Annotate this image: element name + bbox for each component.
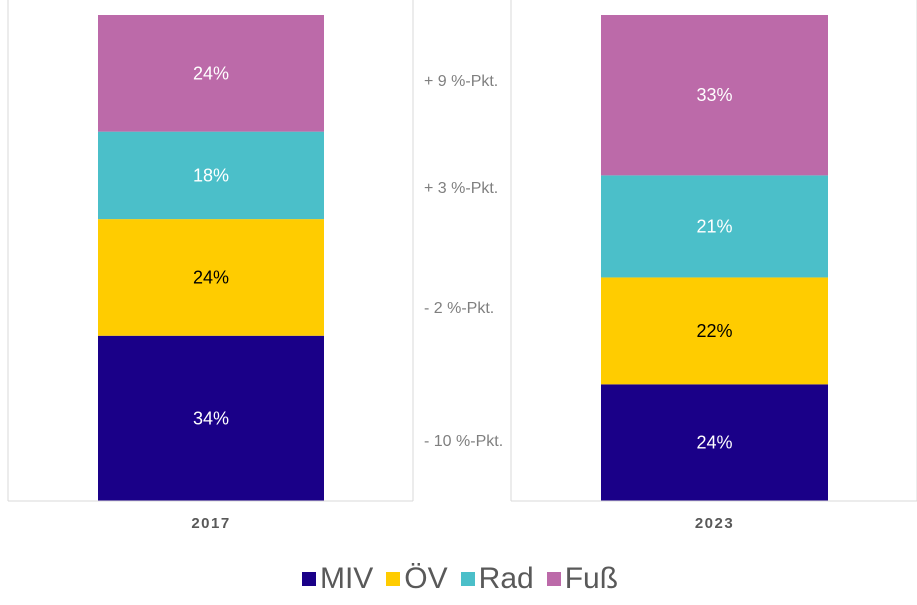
change-annotation: - 10 %-Pkt. [424,433,503,450]
legend-label: ÖV [404,562,448,595]
legend-item-ÖV: ÖV [383,562,448,596]
bar-segment-MIV-2017 [98,335,324,501]
legend: MIV ÖV Rad Fuß [0,562,917,596]
bar-segment-Rad-2017 [98,131,324,220]
bar-segment-Fuß-2017 [98,15,324,132]
legend-swatch [546,572,561,586]
data-label: 33% [696,85,732,105]
change-annotation: + 9 %-Pkt. [424,73,498,90]
change-annotation: - 2 %-Pkt. [424,300,494,317]
bar-segment-ÖV-2017 [98,219,324,336]
bar-segment-ÖV-2023 [601,277,828,385]
legend-item-Fuß: Fuß [544,562,618,596]
data-label: 22% [696,321,732,341]
legend-label: MIV [319,562,374,595]
x-tick-label: 2023 [695,515,734,532]
legend-item-MIV: MIV [299,562,373,596]
change-annotation: + 3 %-Pkt. [424,180,498,197]
legend-item-Rad: Rad [458,562,534,596]
data-label: 21% [696,216,732,236]
legend-swatch [460,572,475,586]
bar-segment-Fuß-2023 [601,15,828,176]
legend-swatch [301,572,316,586]
data-label: 18% [193,165,229,185]
bar-segment-MIV-2023 [601,384,828,501]
legend-swatch [386,572,401,586]
data-label: 24% [193,267,229,287]
data-label: 24% [193,63,229,83]
data-label: 34% [193,408,229,428]
bar-segment-Rad-2023 [601,175,828,278]
legend-label: Fuß [564,562,619,595]
x-tick-label: 2017 [191,515,230,532]
legend-label: Rad [478,562,534,595]
data-label: 24% [696,433,732,453]
